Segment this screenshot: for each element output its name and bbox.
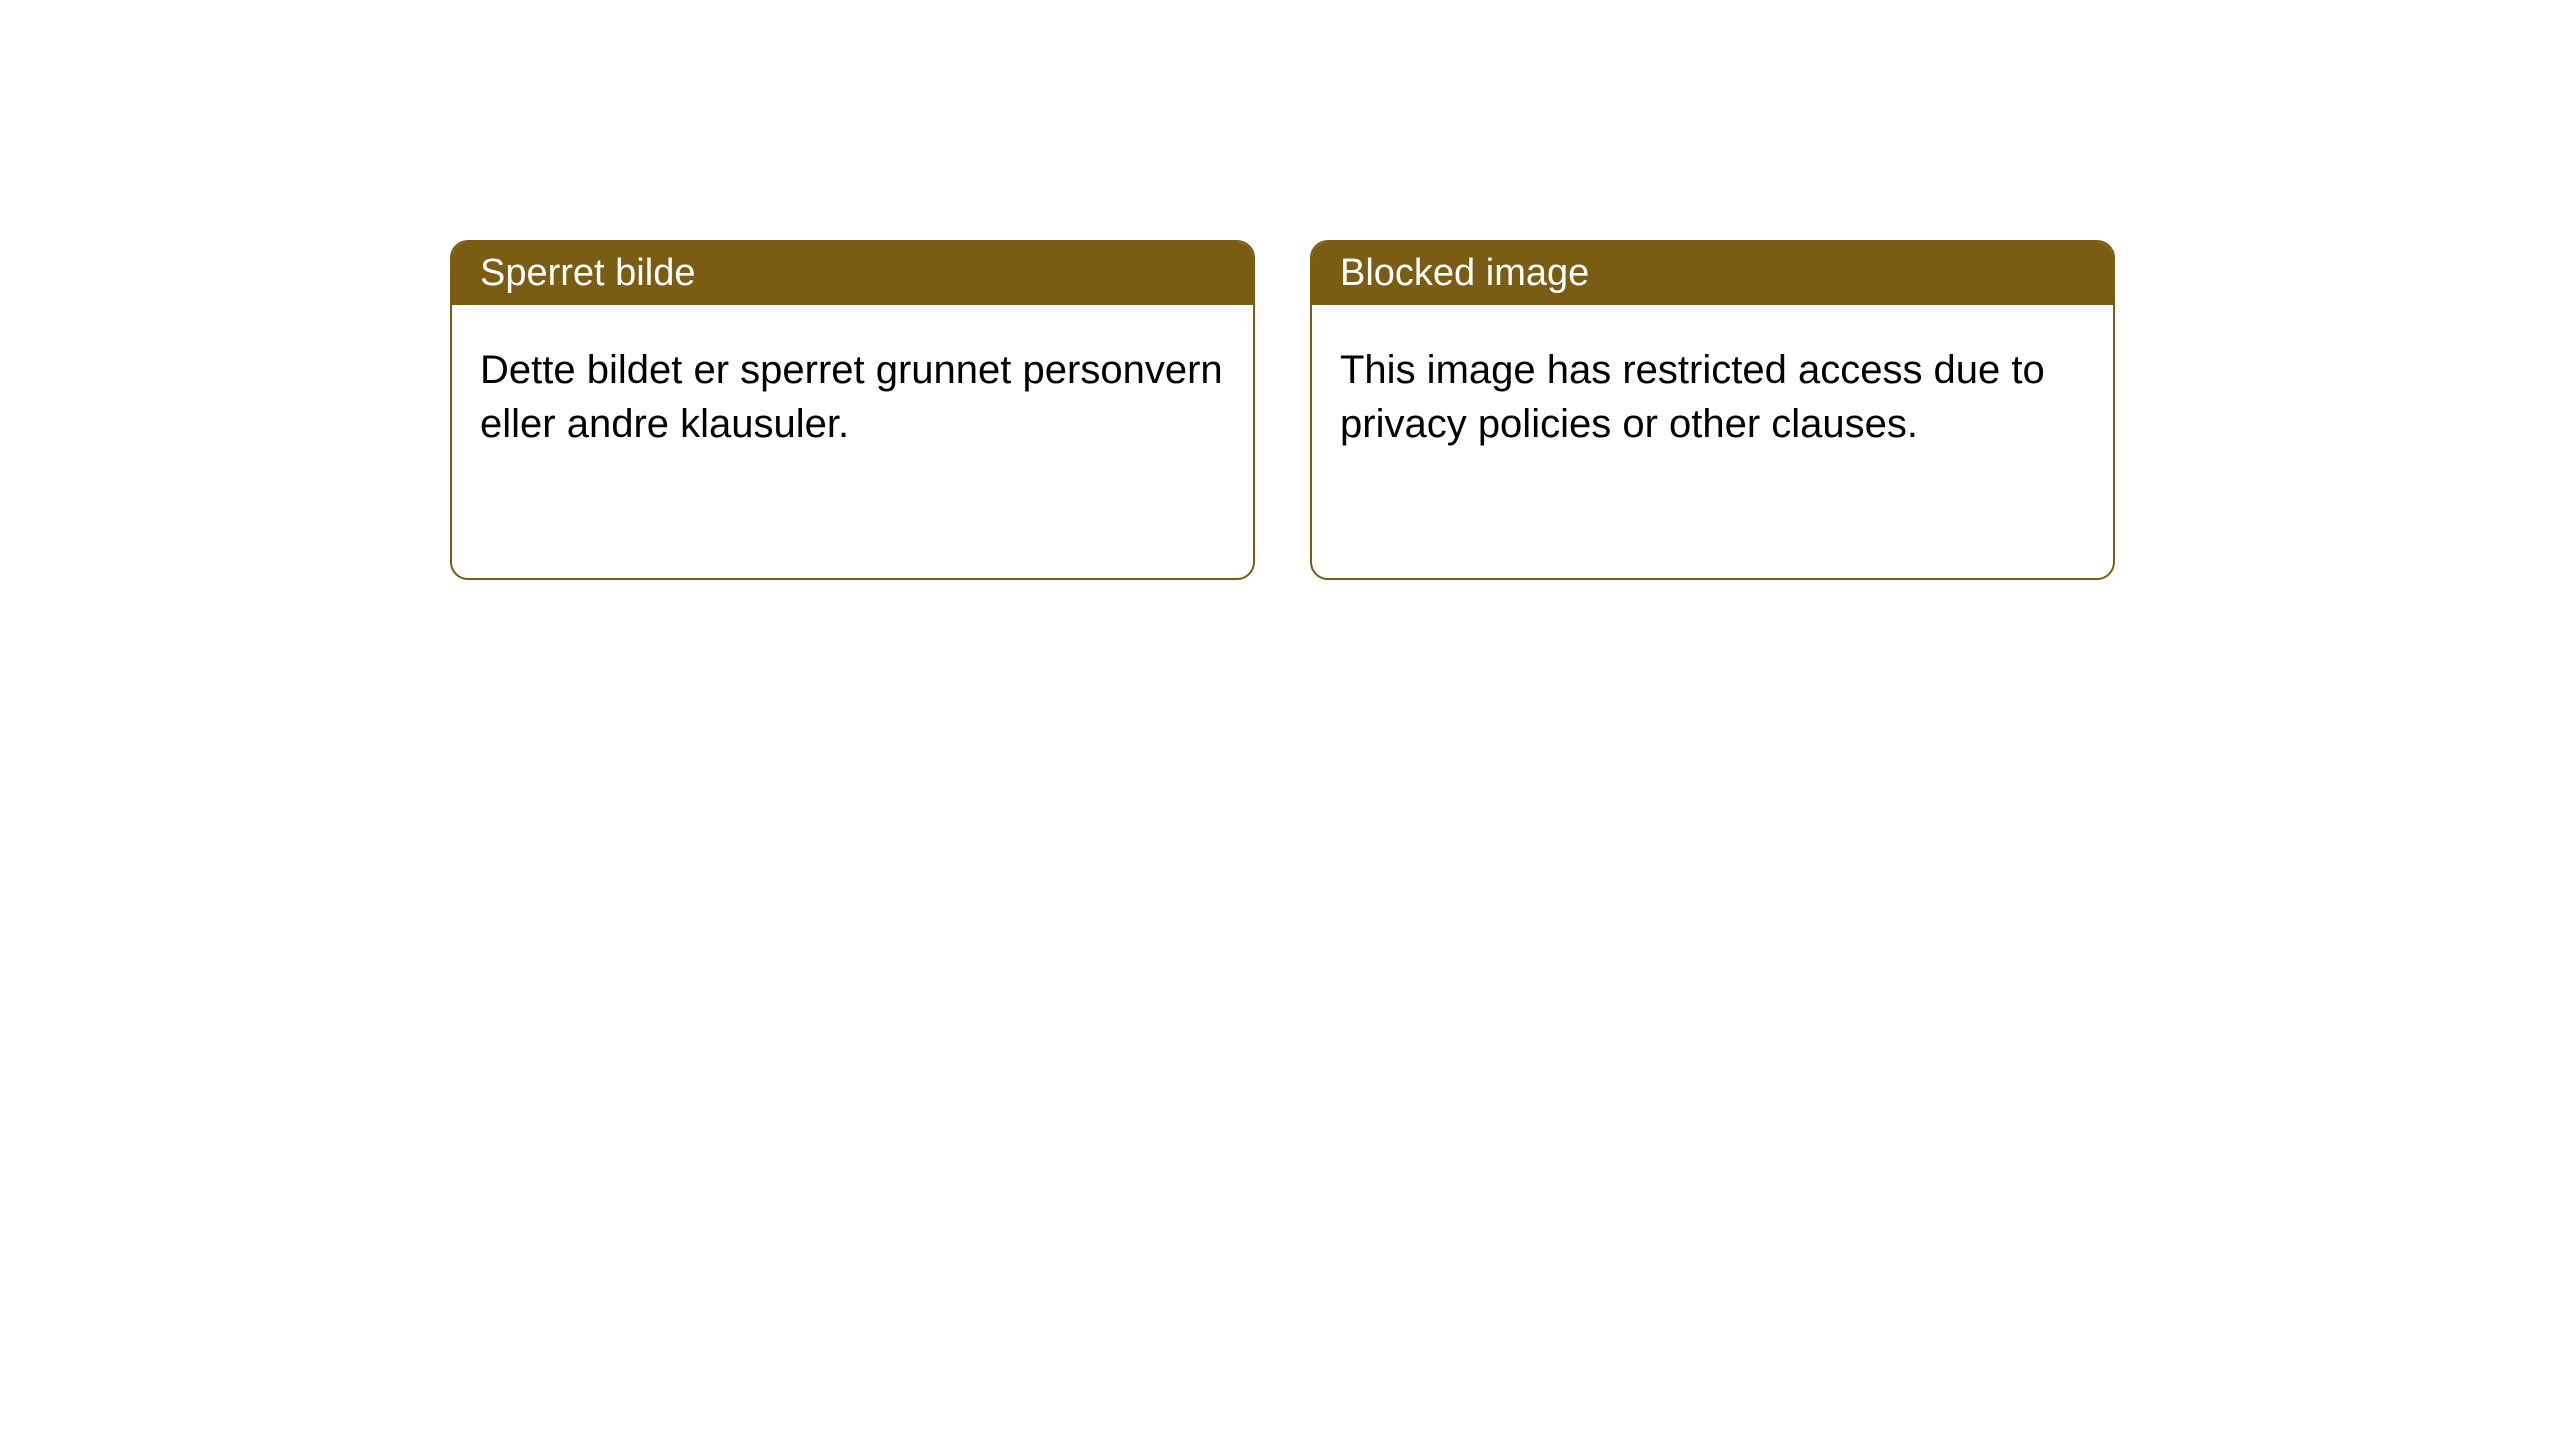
notice-card-header: Blocked image [1312,242,2113,305]
notice-card-body: This image has restricted access due to … [1312,305,2113,489]
notice-card-norwegian: Sperret bilde Dette bildet er sperret gr… [450,240,1255,580]
notice-card-english: Blocked image This image has restricted … [1310,240,2115,580]
notice-text: This image has restricted access due to … [1340,348,2045,446]
notice-card-body: Dette bildet er sperret grunnet personve… [452,305,1253,489]
notice-title: Sperret bilde [480,252,695,294]
notice-title: Blocked image [1340,252,1589,294]
notice-container: Sperret bilde Dette bildet er sperret gr… [450,240,2115,580]
notice-card-header: Sperret bilde [452,242,1253,305]
notice-text: Dette bildet er sperret grunnet personve… [480,348,1223,446]
